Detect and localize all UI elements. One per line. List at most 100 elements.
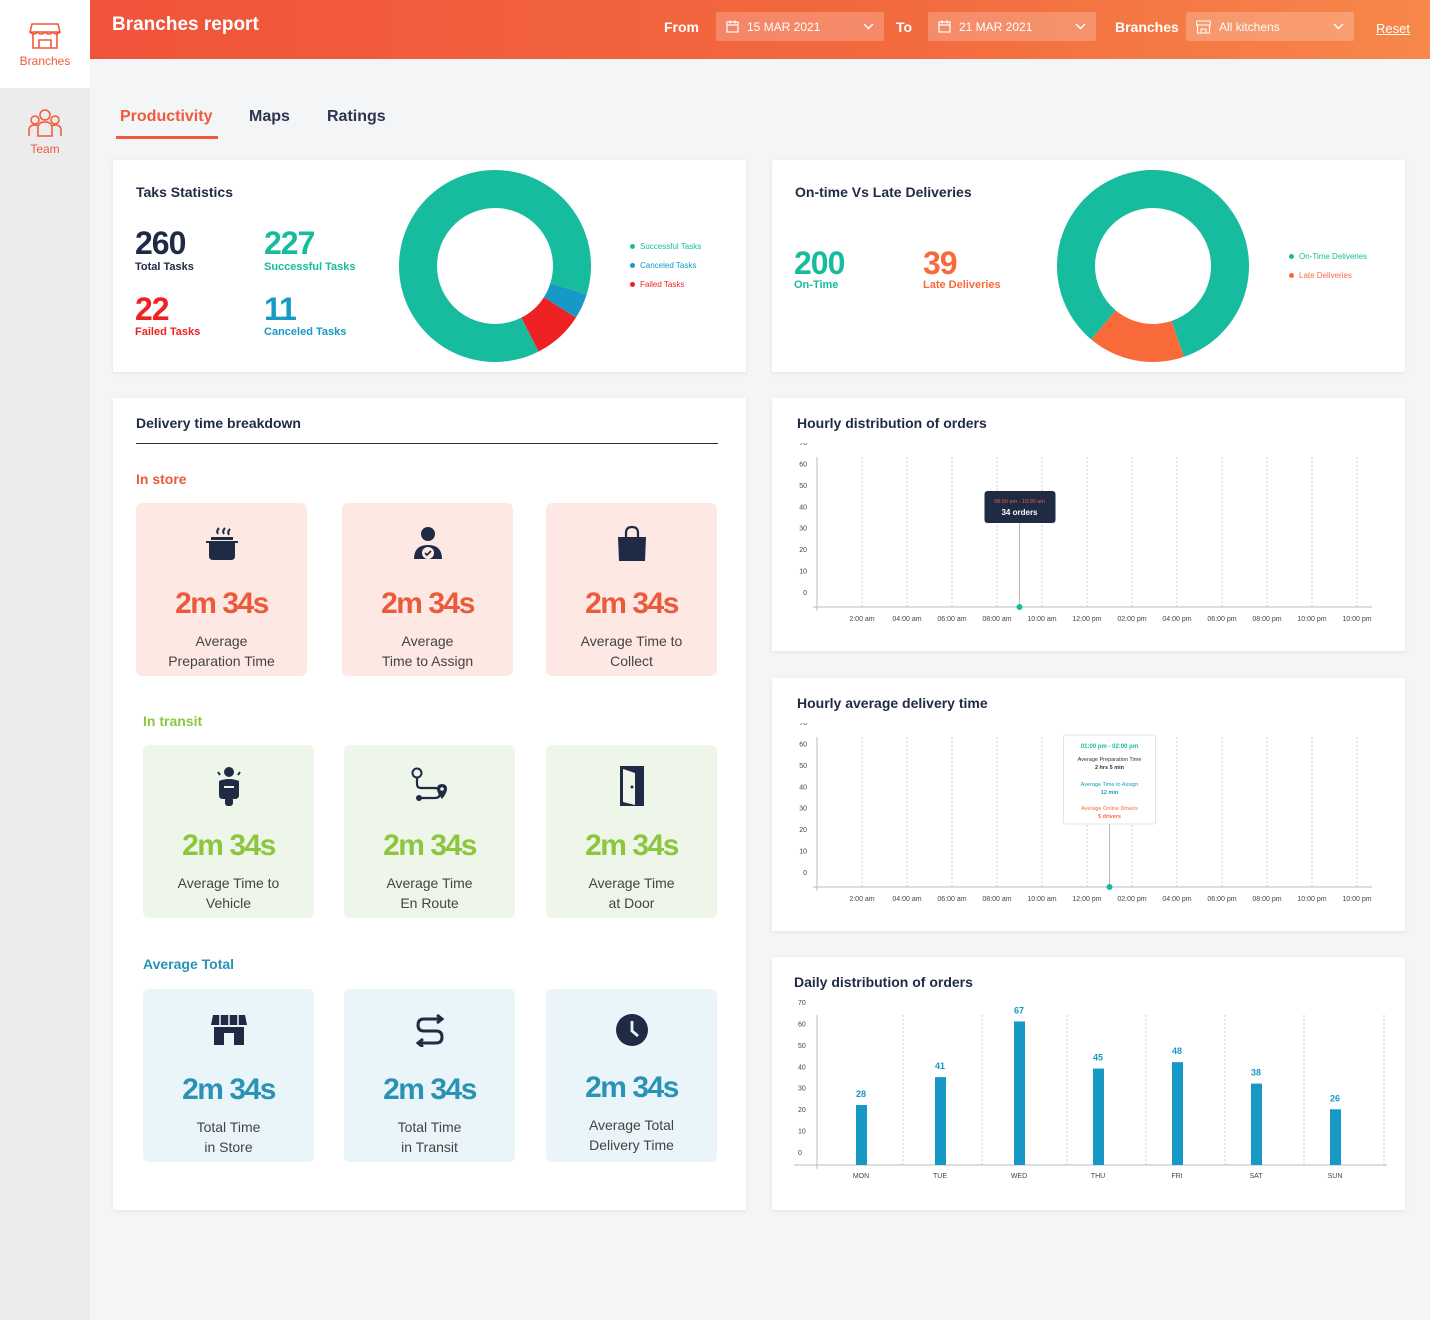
x-tick-label: 06:00 am bbox=[937, 616, 966, 623]
chevron-down-icon bbox=[1075, 23, 1086, 30]
average-total-delivery-time-tile: 2m 34s Average Total Delivery Time bbox=[546, 989, 717, 1162]
x-tick-label: 12:00 pm bbox=[1072, 616, 1101, 623]
tile-value: 2m 34s bbox=[585, 587, 679, 620]
tile-value: 2m 34s bbox=[383, 1073, 477, 1106]
x-tick-label: 04:00 am bbox=[892, 896, 921, 903]
tab-ratings[interactable]: Ratings bbox=[327, 108, 386, 125]
tile-label: Total Time in Transit bbox=[397, 1119, 462, 1155]
y-tick-label: 40 bbox=[799, 784, 807, 791]
bar-sat[interactable] bbox=[1251, 1083, 1262, 1165]
bar-value-label: 67 bbox=[1014, 1005, 1024, 1015]
storefront-icon bbox=[210, 1015, 247, 1045]
y-tick-label: 70 bbox=[799, 443, 807, 447]
tooltip-time: 01:00 pm - 02:00 pm bbox=[1081, 744, 1138, 750]
late-value: 39 bbox=[923, 245, 958, 281]
y-tick-label: 20 bbox=[799, 547, 807, 554]
average-total-label: Average Total bbox=[143, 956, 235, 972]
ontime-label: On-Time bbox=[794, 279, 839, 291]
door-icon bbox=[619, 766, 644, 806]
highlight-point[interactable] bbox=[1016, 604, 1023, 610]
avg-time-en-route-tile: 2m 34s Average Time En Route bbox=[344, 745, 515, 918]
in-transit-label: In transit bbox=[143, 713, 203, 729]
x-tick-label: 10:00 am bbox=[1027, 896, 1056, 903]
hourly-orders-chart: 0 10 20 30 40 50 60 70 2:00 am 04:00 am 06:00 am 08… bbox=[799, 443, 1372, 623]
card-title: Hourly distribution of orders bbox=[797, 415, 987, 431]
card-title: Taks Statistics bbox=[136, 184, 234, 200]
tile-label: Average Preparation Time bbox=[168, 633, 275, 669]
x-tick-label: 08:00 am bbox=[982, 616, 1011, 623]
y-tick-label: 60 bbox=[799, 741, 807, 748]
sidebar-item-team[interactable]: Team bbox=[0, 88, 90, 176]
total-time-in-store-tile: 2m 34s Total Time in Store bbox=[143, 989, 314, 1162]
legend-item: Canceled Tasks bbox=[630, 256, 701, 275]
bar-thu[interactable] bbox=[1093, 1068, 1104, 1165]
tooltip-label: Average Online Drivers bbox=[1081, 806, 1138, 812]
sidebar-item-label: Team bbox=[30, 142, 60, 156]
store-icon bbox=[29, 23, 61, 49]
y-tick-label: 40 bbox=[799, 504, 807, 511]
in-store-label: In store bbox=[136, 471, 187, 487]
card-title: Hourly average delivery time bbox=[797, 695, 988, 711]
chevron-down-icon bbox=[863, 23, 874, 30]
card-title: Delivery time breakdown bbox=[136, 415, 301, 431]
tile-value: 2m 34s bbox=[381, 587, 475, 620]
donut-slice-on-time-deliveries bbox=[1057, 170, 1249, 357]
card-title: On-time Vs Late Deliveries bbox=[795, 184, 972, 200]
to-date-select[interactable]: 21 MAR 2021 bbox=[928, 12, 1096, 41]
highlight-point[interactable] bbox=[1106, 884, 1113, 890]
tile-label: Average Time En Route bbox=[386, 875, 473, 911]
bar-value-label: 48 bbox=[1172, 1046, 1182, 1056]
active-tab-indicator bbox=[116, 136, 218, 139]
avg-time-to-vehicle-tile: 2m 34s Average Time to Vehicle bbox=[143, 745, 314, 918]
reset-link[interactable]: Reset bbox=[1376, 21, 1410, 36]
late-label: Late Deliveries bbox=[923, 279, 1001, 291]
shopping-bag-icon bbox=[617, 525, 646, 561]
x-tick-label: 02:00 pm bbox=[1117, 896, 1146, 903]
x-tick-label: 04:00 am bbox=[892, 616, 921, 623]
clock-icon bbox=[615, 1014, 648, 1046]
tooltip-label: Average Time to Assign bbox=[1081, 782, 1139, 788]
y-tick-label: 50 bbox=[799, 763, 807, 770]
x-tick-label: 02:00 pm bbox=[1117, 616, 1146, 623]
x-tick-label: 10:00 am bbox=[1027, 616, 1056, 623]
card-title: Daily distribution of orders bbox=[794, 974, 973, 990]
x-tick-label: 08:00 pm bbox=[1252, 896, 1281, 903]
y-tick-label: 30 bbox=[799, 806, 807, 813]
sidebar-item-label: Branches bbox=[19, 54, 71, 68]
from-date-select[interactable]: 15 MAR 2021 bbox=[716, 12, 884, 41]
bar-wed[interactable] bbox=[1014, 1021, 1025, 1165]
tile-value: 2m 34s bbox=[182, 829, 276, 862]
tooltip-value: 34 orders bbox=[1001, 508, 1038, 517]
bar-value-label: 28 bbox=[856, 1089, 866, 1099]
route-icon bbox=[411, 767, 447, 801]
tooltip-value: 2 hrs 5 min bbox=[1095, 765, 1125, 771]
calendar-icon bbox=[938, 20, 951, 33]
sidebar-item-branches[interactable]: Branches bbox=[0, 0, 90, 88]
tooltip-value: 5 drivers bbox=[1098, 814, 1121, 820]
page-title: Branches report bbox=[112, 14, 259, 35]
y-tick-label: 20 bbox=[799, 827, 807, 834]
tab-productivity[interactable]: Productivity bbox=[120, 108, 213, 125]
x-tick-label: 12:00 pm bbox=[1072, 896, 1101, 903]
bar-tue[interactable] bbox=[935, 1077, 946, 1165]
divider bbox=[136, 443, 718, 444]
tooltip-time: 08:00 am - 10:00 am bbox=[994, 499, 1045, 505]
tab-maps[interactable]: Maps bbox=[249, 108, 290, 125]
x-tick-label: 06:00 am bbox=[937, 896, 966, 903]
y-tick-label: 40 bbox=[798, 1064, 806, 1071]
bar-mon[interactable] bbox=[856, 1105, 867, 1165]
bar-fri[interactable] bbox=[1172, 1062, 1183, 1165]
branches-select[interactable]: All kitchens bbox=[1186, 12, 1354, 41]
tile-label: Average Time to Assign bbox=[381, 633, 474, 669]
donut-slice-canceled-tasks bbox=[543, 283, 587, 318]
bar-sun[interactable] bbox=[1330, 1109, 1341, 1165]
ontime-donut-chart bbox=[1057, 170, 1249, 362]
cooking-pot-icon bbox=[205, 527, 238, 560]
x-tick-label: 10:00 pm bbox=[1342, 616, 1371, 623]
x-tick-label: SAT bbox=[1249, 1173, 1263, 1180]
x-tick-label: 10:00 pm bbox=[1297, 896, 1326, 903]
successful-tasks-label: Successful Tasks bbox=[264, 261, 356, 273]
delivery-breakdown-card: Delivery time breakdown In store 2m 34s … bbox=[113, 398, 746, 1210]
tile-label: Average Time to Collect bbox=[580, 633, 683, 669]
donut-slice-successful-tasks bbox=[399, 170, 591, 362]
